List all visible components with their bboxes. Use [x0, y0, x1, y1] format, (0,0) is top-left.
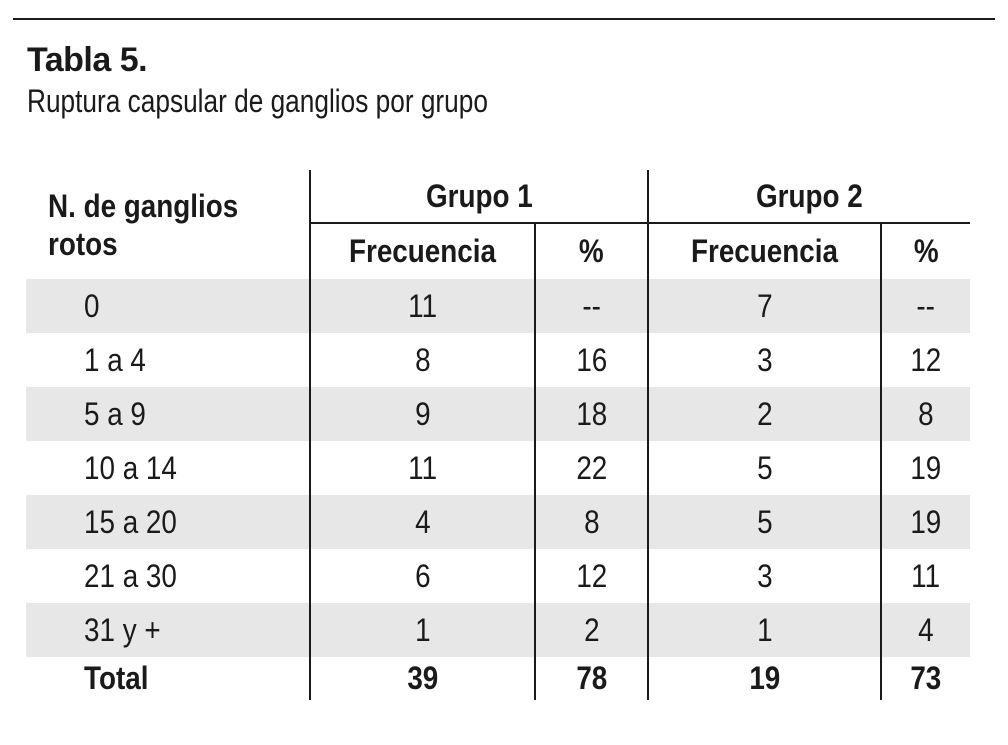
- cell-g2-pct: 12: [880, 333, 971, 387]
- table-row: 15 a 20 4 8 5 19: [26, 495, 971, 549]
- cell-g1-pct: 12: [533, 549, 649, 603]
- row-label: 10 a 14: [84, 449, 177, 486]
- cell-g1-frecuencia: 11: [309, 279, 535, 333]
- cell-g1-frecuencia: 8: [309, 333, 535, 387]
- cell-g2-pct: 73: [880, 657, 971, 700]
- group-header-grupo2: Grupo 2: [647, 170, 971, 224]
- table-caption-text: Ruptura capsular de ganglios por grupo: [27, 83, 488, 119]
- row-label: Total: [84, 660, 149, 696]
- col-header-g1-frecuencia: Frecuencia: [309, 223, 535, 279]
- cell-g1-frecuencia: 4: [309, 495, 535, 549]
- cell-g2-frecuencia: 3: [647, 549, 882, 603]
- cell-g2-frecuencia: 2: [647, 387, 882, 441]
- row-header-line1: N. de ganglios: [48, 187, 239, 224]
- col-header-g2-pct: %: [880, 223, 971, 279]
- row-label: 0: [26, 279, 310, 333]
- table-body: 0 11 -- 7 -- 1 a 4 8 16 3 12 5 a 9 9 18 2 8 10 a 14 11 22…: [26, 279, 971, 700]
- group-header-grupo1: Grupo 1: [308, 170, 649, 224]
- cell-g2-frecuencia: 1: [647, 603, 882, 657]
- cell-g1-frecuencia: 11: [309, 441, 535, 495]
- row-label: 21 a 30: [84, 557, 177, 594]
- row-header-line2: rotos: [48, 225, 118, 262]
- cell-g2-pct: 8: [880, 387, 971, 441]
- cell-g1-pct: 78: [533, 657, 649, 700]
- table-row: 0 11 -- 7 --: [26, 279, 971, 333]
- table-row: 21 a 30 6 12 3 11: [26, 549, 971, 603]
- cell-g2-frecuencia: 19: [647, 657, 882, 700]
- table-row: 31 y +1 2 1 4: [26, 603, 971, 657]
- table-caption-number: Tabla 5.: [27, 41, 148, 79]
- cell-g1-frecuencia: 39: [309, 657, 535, 700]
- top-rule: [13, 18, 995, 20]
- cell-g1-pct: 8: [533, 495, 649, 549]
- row-label: 5 a 9: [26, 387, 310, 441]
- cell-g2-pct: 19: [880, 495, 971, 549]
- col-header-g2-frecuencia: Frecuencia: [647, 223, 882, 279]
- cell-g2-frecuencia: 5: [647, 441, 882, 495]
- cell-g2-pct: 11: [880, 549, 971, 603]
- cell-g1-pct: 18: [533, 387, 649, 441]
- cell-g2-frecuencia: 5: [647, 495, 882, 549]
- col-header-g1-pct: %: [533, 223, 649, 279]
- row-label: 1 a 4: [84, 341, 146, 378]
- row-header: N. de ganglios rotos: [26, 170, 310, 279]
- cell-g1-pct: 16: [533, 333, 649, 387]
- row-label: 15 a 20: [26, 495, 310, 549]
- cell-g2-pct: 4: [880, 603, 971, 657]
- table-row: 10 a 14 11 22 5 19: [26, 441, 971, 495]
- cell-g1-frecuencia: 1: [309, 603, 535, 657]
- cell-g2-frecuencia: 7: [647, 279, 882, 333]
- cell-g2-pct: --: [880, 279, 971, 333]
- cell-g2-frecuencia: 3: [647, 333, 882, 387]
- table-row: 1 a 4 8 16 3 12: [26, 333, 971, 387]
- row-label: 31 y +: [26, 603, 310, 657]
- cell-g1-pct: 2: [533, 603, 649, 657]
- group-header-row: N. de ganglios rotos Grupo 1 Grupo 2: [26, 170, 971, 262]
- cell-g2-pct: 19: [880, 441, 971, 495]
- cell-g1-frecuencia: 9: [309, 387, 535, 441]
- total-row: Total 39 78 19 73: [26, 657, 971, 700]
- cell-g1-pct: 22: [533, 441, 649, 495]
- table-row: 5 a 9 9 18 2 8: [26, 387, 971, 441]
- cell-g1-pct: --: [533, 279, 649, 333]
- cell-g1-frecuencia: 6: [309, 549, 535, 603]
- data-table: N. de ganglios rotos Grupo 1 Grupo 2 Fre…: [26, 170, 971, 700]
- column-header-row: Frecuencia % Frecuencia %: [26, 223, 971, 279]
